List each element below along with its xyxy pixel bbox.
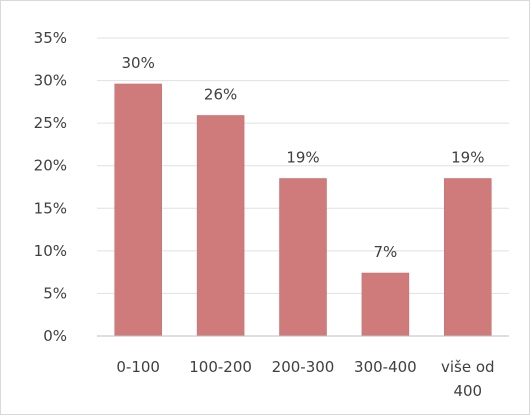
y-tick-label: 10% <box>34 242 67 260</box>
y-tick-label: 35% <box>34 29 67 47</box>
y-tick-label: 25% <box>34 114 67 132</box>
y-tick-label: 30% <box>34 72 67 90</box>
x-category-label-line: 400 <box>453 382 482 400</box>
bars <box>114 83 492 337</box>
x-category-label-line: 0-100 <box>116 358 160 376</box>
data-label: 19% <box>451 148 484 166</box>
x-category-label: 0-100 <box>116 358 160 376</box>
x-category-label-line: više od <box>441 358 495 376</box>
bar <box>114 83 162 337</box>
x-axis-categories: 0-100 100-200 200-300 300-400 više od 400 <box>116 358 494 400</box>
data-labels: 30% 26% 19% 7% 19% <box>122 54 485 261</box>
y-axis-ticks: 0% 5% 10% 15% 20% 25% 30% 35% <box>34 29 67 345</box>
x-category-label-line: 200-300 <box>272 358 335 376</box>
x-category-label: 100-200 <box>189 358 252 376</box>
x-category-label: 300-400 <box>354 358 417 376</box>
x-category-label-line: 100-200 <box>189 358 252 376</box>
y-tick-label: 0% <box>43 327 67 345</box>
data-label: 26% <box>204 85 237 103</box>
data-label: 19% <box>286 148 319 166</box>
y-tick-label: 20% <box>34 157 67 175</box>
data-label: 7% <box>374 243 398 261</box>
bar <box>196 115 245 337</box>
x-category-label: 200-300 <box>272 358 335 376</box>
data-label: 30% <box>122 54 155 72</box>
x-category-label-line: 300-400 <box>354 358 417 376</box>
bar <box>279 178 327 337</box>
bar <box>444 178 492 337</box>
y-tick-label: 5% <box>43 284 67 302</box>
bar <box>361 272 410 337</box>
y-tick-label: 15% <box>34 199 67 217</box>
x-category-label: više od 400 <box>441 358 495 400</box>
